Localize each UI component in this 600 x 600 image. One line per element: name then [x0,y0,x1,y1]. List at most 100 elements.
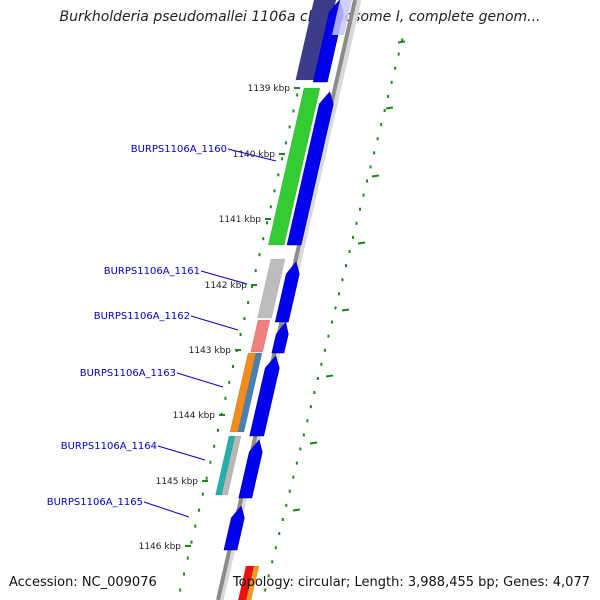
outer-tick-dot [288,489,291,493]
inner-tick-dot [179,588,182,592]
outer-tick-dot [274,546,277,550]
inner-tick-dot [258,253,261,257]
forward-arrow-3[interactable] [271,321,289,354]
inner-tick-dot [216,428,219,432]
outer-tick-dot [344,264,347,268]
outer-tick-dot [373,151,376,155]
inner-tick-dot [194,524,197,528]
outer-tick-dash [357,241,366,245]
outer-tick-dash [341,308,350,312]
gene-label[interactable]: BURPS1106A_1164 [61,441,157,452]
inner-tick-dot [296,93,299,97]
inner-tick-dot [247,301,250,305]
outer-tick-dot [401,38,404,42]
outer-tick-dot [316,376,319,380]
outer-tick-dash [309,441,318,445]
outer-tick-dot [334,306,337,310]
inner-tick-dot [273,189,276,193]
map-title: Burkholderia pseudomallei 1106a chromoso… [59,9,541,25]
outer-tick-dot [299,447,302,451]
forward-arrow-1[interactable] [286,91,334,246]
outer-tick-dot [341,278,344,282]
outer-tick-dot [278,532,281,536]
inner-tick-dot [182,572,185,576]
inner-tick-dot [281,157,284,161]
gene-label[interactable]: BURPS1106A_1161 [104,266,200,277]
outer-tick-dot [264,588,267,592]
outer-tick-dash [371,174,380,178]
gene-leader-line [227,148,277,162]
forward-arrow-4[interactable] [249,355,280,437]
outer-tick-dot [327,334,330,338]
gene-block-1164-gray[interactable] [221,435,242,496]
kbp-label: 1142 kbp [205,281,248,291]
outer-tick-dot [337,292,340,296]
outer-tick-dot [285,503,288,507]
top-arrow-highlight [332,0,352,35]
outer-tick-dot [355,221,358,225]
inner-tick-dot [288,125,291,129]
outer-tick-dash [325,374,334,378]
kbp-label: 1139 kbp [248,84,291,94]
inner-tick-dot [262,237,265,241]
outer-tick-dash [385,106,394,110]
outer-tick-dot [267,574,270,578]
gene-leader-line [200,270,248,285]
inner-tick-dot [266,221,269,225]
inner-tick-dot [186,556,189,560]
outer-tick-dot [387,94,390,98]
outer-tick-dot [380,123,383,127]
forward-arrow-6[interactable] [223,505,245,551]
inner-tick-dot [209,460,212,464]
outer-tick-dot [352,235,355,239]
inner-tick-dot [201,492,204,496]
forward-arrow-5[interactable] [238,439,263,499]
inner-tick-dot [284,141,287,145]
gene-block-1162[interactable] [250,319,271,353]
outer-tick-dot [390,80,393,84]
outer-tick-dot [313,391,316,395]
outer-tick-dot [330,320,333,324]
bottom-orange-block[interactable] [245,565,260,600]
outer-tick-dot [302,433,305,437]
outer-tick-dot [394,66,397,70]
inner-tick-dot [205,476,208,480]
inner-tick-dot [277,173,280,177]
inner-tick-dot [254,269,257,273]
inner-tick-dot [239,333,242,337]
forward-arrow-2[interactable] [274,261,300,323]
inner-tick-dot [228,380,231,384]
gene-block-1160[interactable] [267,87,321,246]
gene-label[interactable]: BURPS1106A_1162 [94,311,190,322]
gene-label[interactable]: BURPS1106A_1160 [131,144,227,155]
outer-tick-dash [397,40,406,44]
accession-text: Accession: NC_009076 [9,575,157,590]
gene-block-1163-steel[interactable] [237,352,263,433]
inner-tick-dot [213,444,216,448]
bottom-red-block[interactable] [237,565,255,600]
inner-tick-dot [224,396,227,400]
outer-tick-dot [376,137,379,141]
outer-tick-dot [397,52,400,56]
inner-tick-dot [292,109,295,113]
topology-summary: Topology: circular; Length: 3,988,455 bp… [232,575,590,590]
outer-tick-dot [271,560,274,564]
outer-tick-dot [295,461,298,465]
inner-tick-dot [190,540,193,544]
gene-leader-line [176,372,224,388]
outer-tick-dot [323,348,326,352]
kbp-label: 1141 kbp [219,215,262,225]
kbp-label: 1143 kbp [189,346,232,356]
kbp-label: 1146 kbp [139,542,182,552]
gene-label[interactable]: BURPS1106A_1163 [80,368,176,379]
inner-tick-dot [243,317,246,321]
inner-tick-dot [232,364,235,368]
kbp-label: 1145 kbp [156,477,199,487]
gene-block-1161[interactable] [257,258,286,319]
kbp-label: 1144 kbp [173,411,216,421]
gene-label[interactable]: BURPS1106A_1165 [47,497,143,508]
gene-leader-line [143,501,190,518]
inner-tick-dot [198,508,201,512]
